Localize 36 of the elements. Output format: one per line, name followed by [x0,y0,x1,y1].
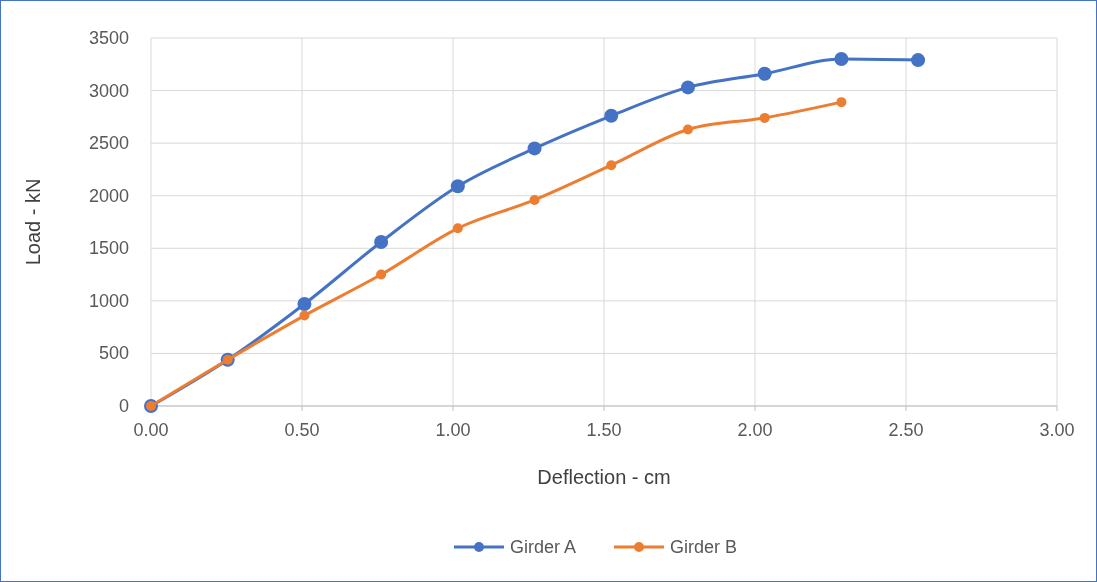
point [299,310,310,321]
x-tick-label: 0.00 [133,420,169,440]
y-tick-label: 0 [118,396,129,416]
point [836,97,847,108]
y-axis-title: Load - kN [22,178,44,266]
point [376,269,387,280]
y-tick-label: 3500 [88,28,129,48]
y-tick-label: 2500 [88,133,129,154]
x-axis-title: Deflection - cm [537,466,671,488]
point [604,108,619,123]
point [680,80,695,95]
y-tick-label: 500 [98,343,129,364]
point [297,297,312,312]
y-tick-label: 1000 [88,290,129,311]
point [757,66,772,81]
x-tick-label: 1.50 [586,420,622,440]
x-tick-label: 1.00 [435,420,471,440]
point [834,52,849,67]
x-tick-label: 3.00 [1039,420,1075,440]
point [452,223,463,234]
x-tick-label: 2.00 [737,420,773,440]
y-tick-label: 1500 [88,238,129,259]
point [759,112,770,123]
point [606,160,617,171]
x-tick-label: 2.50 [888,420,924,440]
legend-label: Girder A [510,537,577,557]
legend-label: Girder B [670,537,738,557]
point [527,141,542,156]
point [529,194,540,205]
y-tick-label: 3000 [88,80,129,101]
point [682,124,693,135]
point [374,234,389,249]
y-tick-label: 2000 [88,185,129,206]
point [911,53,926,68]
x-tick-label: 0.50 [284,420,320,440]
point [450,179,465,194]
